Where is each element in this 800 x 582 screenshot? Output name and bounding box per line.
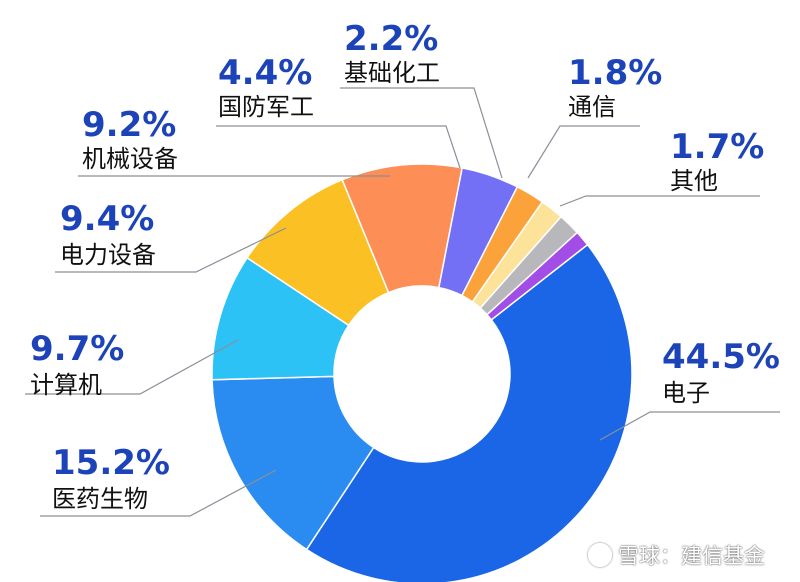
leader-line-电力设备 <box>55 227 287 273</box>
slice-value-label: 4.4% <box>218 53 313 93</box>
slice-category-label: 基础化工 <box>344 59 440 87</box>
slice-value-label: 15.2% <box>52 443 170 483</box>
snowball-logo-icon <box>588 543 612 567</box>
slice-unlabeled <box>485 231 589 321</box>
slice-value-label: 44.5% <box>662 337 780 377</box>
slice-value-label: 9.4% <box>60 199 155 239</box>
slice-value-label: 1.7% <box>670 127 765 167</box>
leader-line-医药生物 <box>40 469 277 517</box>
leader-line-计算机 <box>25 339 239 395</box>
slice-value-label: 9.7% <box>30 329 125 369</box>
slice-category-label: 其他 <box>670 167 718 195</box>
donut-hole <box>334 286 510 462</box>
slice-category-label: 通信 <box>568 93 616 121</box>
leader-line-基础化工 <box>340 87 503 179</box>
leader-line-电子 <box>599 411 780 441</box>
slice-医药生物 <box>211 375 375 551</box>
slice-value-label: 2.2% <box>344 19 439 59</box>
leader-line-国防军工 <box>216 125 461 169</box>
slice-category-label: 电力设备 <box>60 241 156 269</box>
slice-value-label: 9.2% <box>82 105 177 145</box>
slice-电子 <box>305 243 633 582</box>
leader-line-其他 <box>559 195 760 207</box>
watermark-text: 雪球：建信基金 <box>618 544 765 568</box>
slice-category-label: 国防军工 <box>218 93 314 121</box>
slice-category-label: 电子 <box>662 379 710 407</box>
slice-category-label: 医药生物 <box>52 485 148 513</box>
leader-line-通信 <box>527 125 640 179</box>
watermark: 雪球：建信基金 <box>588 540 765 570</box>
slice-category-label: 计算机 <box>30 371 102 399</box>
slice-value-label: 1.8% <box>568 53 663 93</box>
slice-category-label: 机械设备 <box>82 145 178 173</box>
